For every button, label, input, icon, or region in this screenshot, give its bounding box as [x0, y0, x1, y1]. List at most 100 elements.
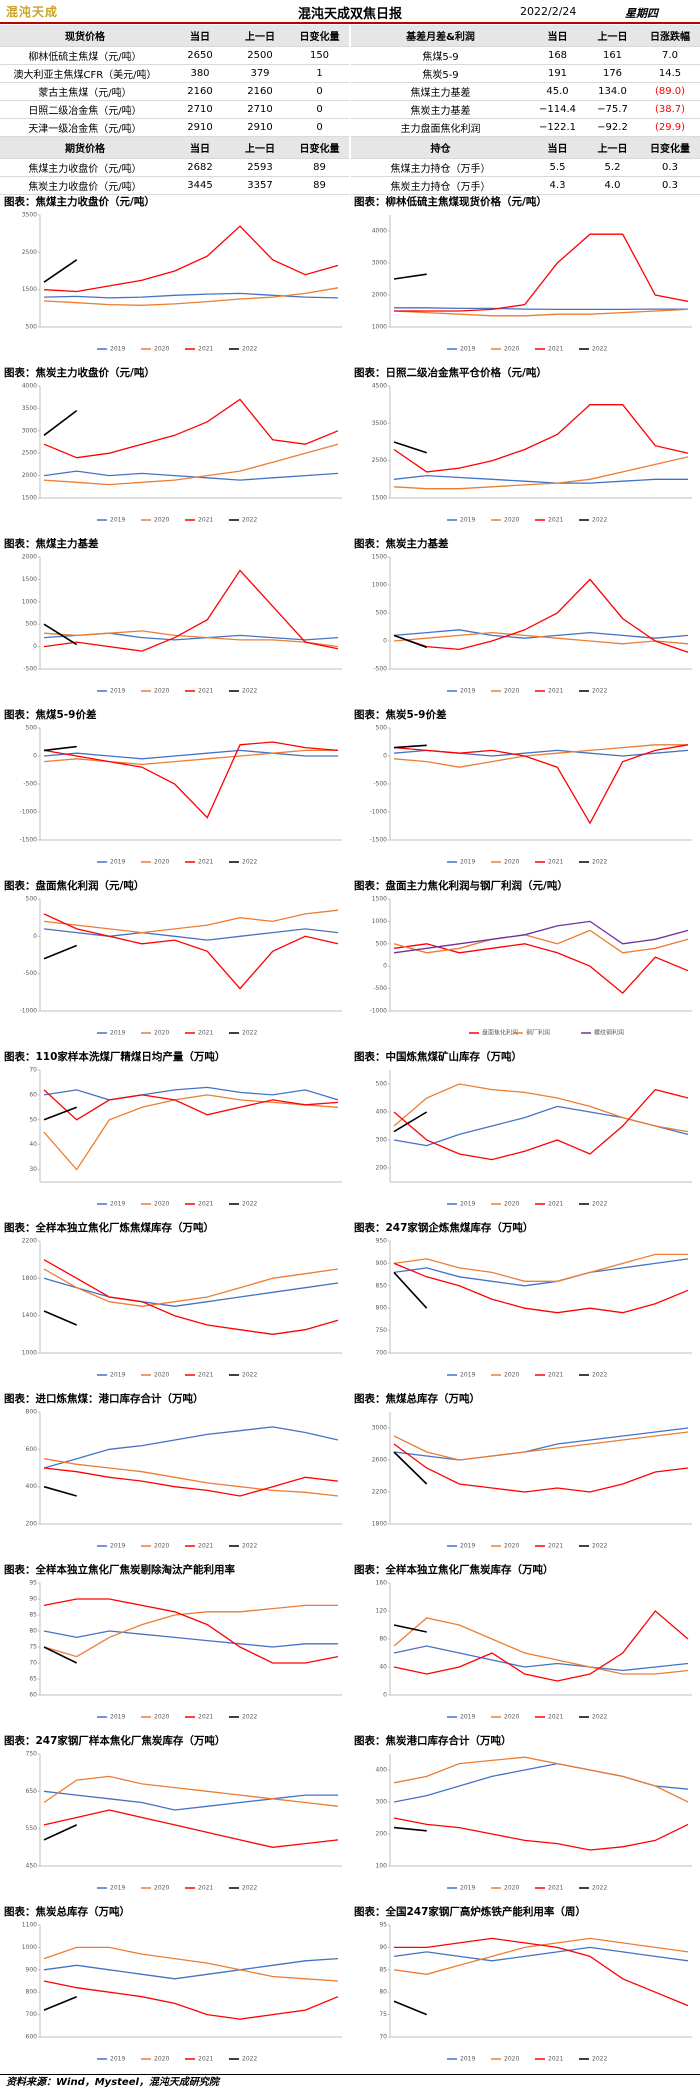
- y-tick-label: -500: [23, 781, 37, 788]
- table-row: 天津一级冶金焦（元/吨） 2910 2910 0 主力盘面焦化利润 −122.1 −92.2…: [0, 118, 700, 137]
- chart-title: 图表：110家样本洗煤厂精煤日均产量（万吨）: [4, 1050, 225, 1063]
- y-tick-label: 300: [376, 1799, 388, 1806]
- series-line: [43, 1946, 339, 1982]
- series-line: [393, 1756, 689, 1803]
- legend-label: 2019: [460, 517, 475, 524]
- series-line: [393, 631, 689, 645]
- legend-label: 2021: [548, 346, 563, 353]
- series-line: [43, 913, 339, 990]
- series-line: [43, 741, 339, 819]
- y-tick-label: 90: [29, 1596, 37, 1603]
- chart-title: 图表：焦炭5-9价差: [354, 708, 447, 721]
- legend-label: 2022: [242, 1201, 257, 1208]
- series-line: [43, 1268, 339, 1307]
- chart: 图表：全样本独立焦化厂炼焦煤库存（万吨） 1000 1400 1800 2200 2019…: [4, 1221, 342, 1379]
- table-cell: 150: [290, 46, 350, 65]
- y-tick-label: -1000: [20, 809, 38, 816]
- series-line: [393, 920, 689, 954]
- legend-label: 2019: [460, 688, 475, 695]
- chart: 图表：中国炼焦煤矿山库存（万吨） 200 300 400 500 2019 2020 2021…: [354, 1050, 692, 1208]
- logo: 混沌天成: [6, 5, 59, 19]
- legend-label: 2020: [504, 1543, 519, 1550]
- table-cell: 0: [290, 100, 350, 119]
- legend-label: 2020: [504, 688, 519, 695]
- table-cell: 4.0: [585, 176, 640, 195]
- series-line: [43, 1458, 339, 1497]
- y-tick-label: 3000: [372, 260, 387, 267]
- series-line: [43, 1790, 338, 1811]
- legend-label: 2021: [198, 688, 213, 695]
- legend-label: 2019: [460, 346, 475, 353]
- y-tick-label: 70: [29, 1660, 37, 1667]
- chart: 图表：焦炭主力基差 -500 0 500 1000 1500 2019 2020 2021 202…: [354, 537, 692, 695]
- y-tick-label: 60: [29, 1692, 37, 1699]
- chart: 图表：全国247家钢厂高炉炼铁产能利用率（周） 70 75 80 85 90 95 2019 2…: [354, 1905, 692, 2063]
- legend-label: 2021: [548, 1885, 563, 1892]
- legend-label: 2020: [154, 688, 169, 695]
- table-row: 焦煤主力收盘价（元/吨） 2682 2593 89 焦煤主力持仓（万手） 5.5 5.2 0.…: [0, 158, 700, 177]
- chart: 图表：110家样本洗煤厂精煤日均产量（万吨） 30 40 50 60 70 2019 2020…: [4, 1050, 342, 1208]
- chart-title: 图表：日照二级冶金焦平仓价格（元/吨）: [354, 366, 547, 379]
- table-cell: 澳大利亚主焦煤CFR（美元/吨）: [0, 64, 170, 83]
- table-cell: 191: [530, 64, 585, 83]
- series-line: [393, 2000, 428, 2016]
- y-tick-label: 900: [376, 1260, 388, 1267]
- y-tick-label: 500: [376, 1081, 388, 1088]
- legend-label: 2022: [592, 1201, 607, 1208]
- series-line: [394, 1937, 689, 2007]
- y-tick-label: 1100: [22, 1922, 37, 1929]
- legend-label: 2022: [592, 688, 607, 695]
- legend-label: 2019: [110, 346, 125, 353]
- y-tick-label: 3500: [22, 405, 37, 412]
- table-cell: 0.3: [640, 176, 700, 195]
- y-tick-label: 3000: [22, 427, 37, 434]
- chart-title: 图表：焦煤主力收盘价（元/吨）: [4, 195, 155, 208]
- chart-title: 图表：全样本独立焦化厂焦炭库存（万吨）: [354, 1563, 554, 1576]
- y-tick-label: 0: [383, 753, 387, 760]
- series-line: [43, 292, 339, 299]
- legend-label: 2022: [242, 688, 257, 695]
- legend-label: 2022: [592, 859, 607, 866]
- header-cell: 当日: [170, 25, 230, 47]
- y-tick-label: 4000: [22, 383, 37, 390]
- table-cell: (89.0): [640, 82, 700, 101]
- header-cell: 当日: [170, 137, 230, 159]
- table-cell: 日照二级冶金焦（元/吨）: [0, 100, 170, 119]
- y-tick-label: 1400: [22, 1312, 37, 1319]
- y-tick-label: 1000: [372, 324, 387, 331]
- legend-label: 2020: [154, 1543, 169, 1550]
- series-line: [393, 1624, 427, 1633]
- legend-label: 2022: [592, 2056, 607, 2063]
- header-cell: 日变化量: [290, 137, 350, 159]
- chart-title: 图表：焦炭总库存（万吨）: [4, 1905, 130, 1918]
- chart-title: 图表：盘面焦化利润（元/吨）: [4, 879, 144, 892]
- y-tick-label: 400: [26, 1483, 38, 1490]
- y-tick-label: 750: [26, 1751, 38, 1758]
- legend-label: 2019: [460, 2056, 475, 2063]
- series-line: [393, 441, 427, 454]
- table-cell: 焦炭5-9: [349, 64, 530, 83]
- legend-label: 2019: [460, 1885, 475, 1892]
- table-cell: 焦煤主力基差: [349, 82, 530, 101]
- y-tick-label: 700: [376, 1350, 388, 1357]
- y-tick-label: 2500: [22, 249, 37, 256]
- series-line: [393, 1105, 689, 1147]
- chart-title: 图表：进口炼焦煤：港口库存合计（万吨）: [4, 1392, 204, 1405]
- legend-label: 2022: [242, 1885, 257, 1892]
- y-tick-label: 40: [29, 1141, 37, 1148]
- y-tick-label: 0: [33, 933, 37, 940]
- data-table: 期货价格 当日 上一日 日变化量 持仓 当日 上一日 日变化量 焦煤主力收盘价（元/吨） 2682…: [0, 137, 700, 195]
- table-cell: 45.0: [530, 82, 585, 101]
- y-tick-label: -500: [373, 781, 387, 788]
- table-cell: 0: [290, 118, 350, 137]
- y-tick-label: 500: [26, 324, 38, 331]
- y-tick-label: 3500: [372, 420, 387, 427]
- legend-label: 2021: [198, 2056, 213, 2063]
- chart: 图表：焦炭港口库存合计（万吨） 100 200 300 400 2019 2020 2021 2…: [354, 1734, 692, 1892]
- y-tick-label: 90: [379, 1944, 387, 1951]
- legend-label: 2021: [198, 517, 213, 524]
- y-tick-label: 3000: [372, 1425, 387, 1432]
- series-line: [43, 1310, 78, 1326]
- table-cell: 天津一级冶金焦（元/吨）: [0, 118, 170, 137]
